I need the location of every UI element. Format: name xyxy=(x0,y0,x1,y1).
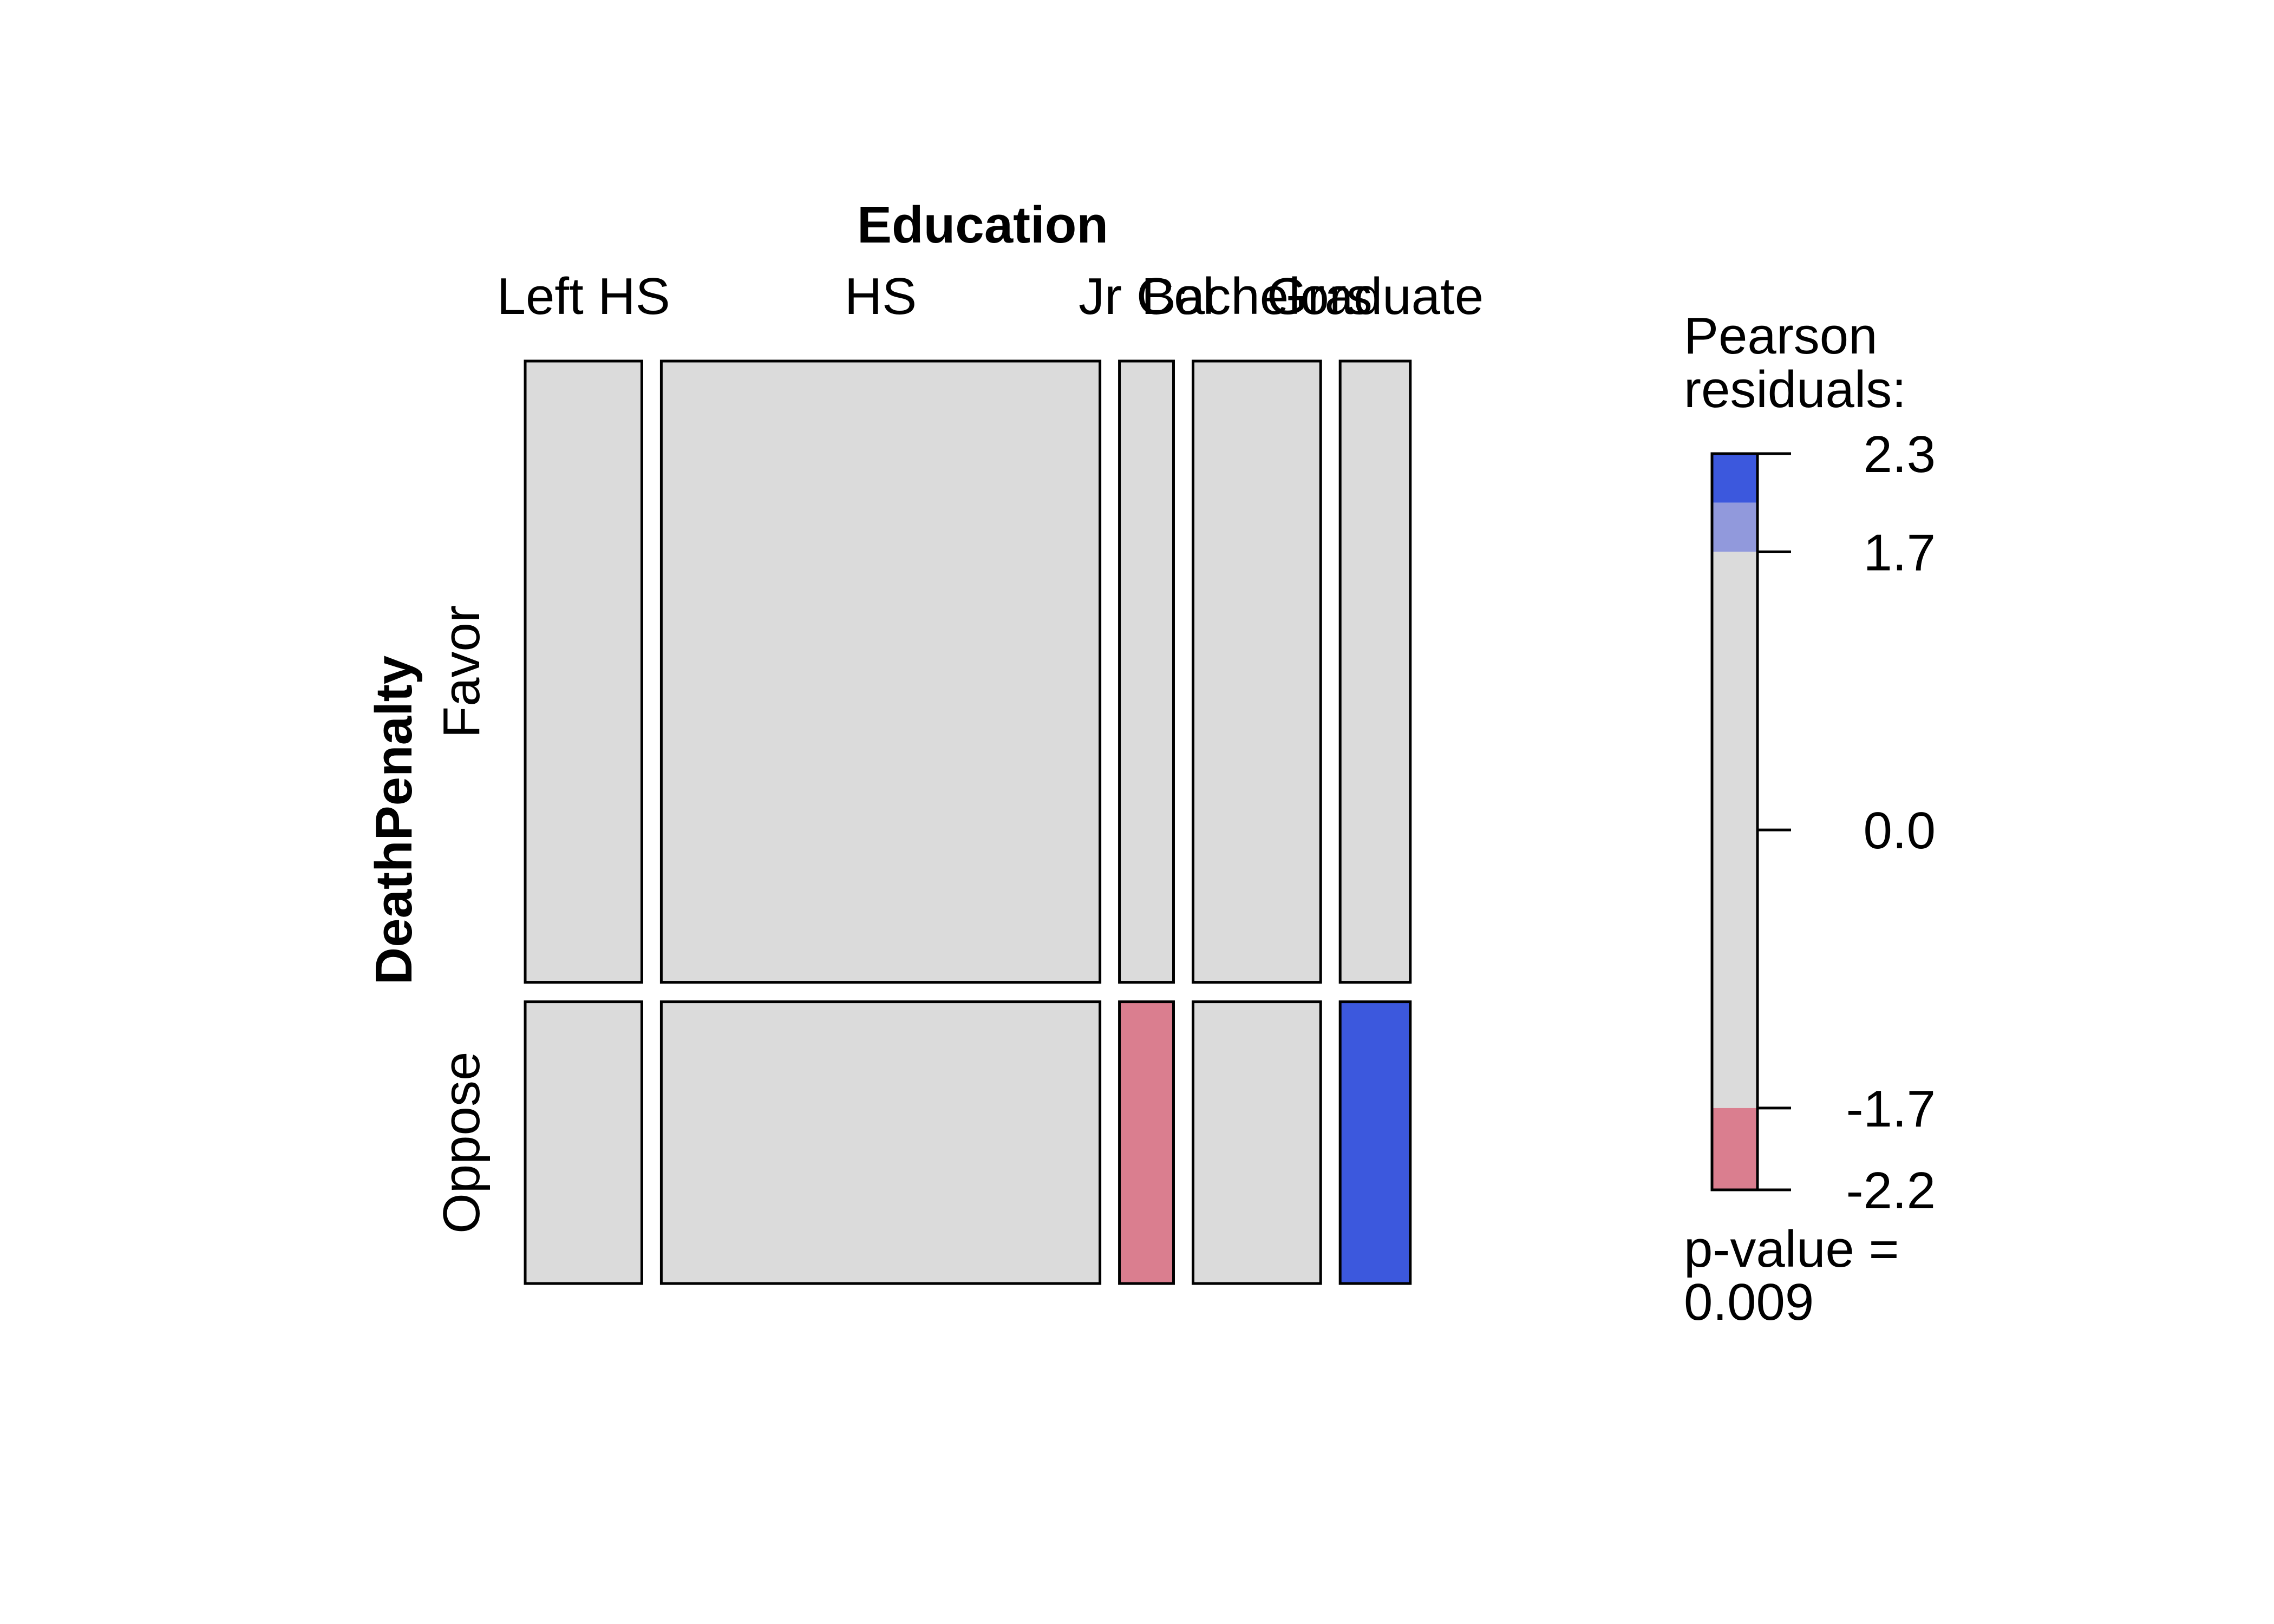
p-value-label: p-value = xyxy=(1684,1220,1899,1278)
legend-band-2 xyxy=(1712,552,1757,1108)
tile-bachelors-favor xyxy=(1191,359,1322,984)
legend-title-line1: Pearson xyxy=(1684,307,1878,365)
legend-tick-label-4: -2.2 xyxy=(1846,1162,1936,1220)
residual-legend: Pearson residuals: 2.3 1.7 0.0 -1.7 -2.2 p-v… xyxy=(1684,307,1936,1331)
tile-graduate-oppose xyxy=(1338,1000,1412,1285)
legend-band-3 xyxy=(1712,1108,1757,1190)
x-label-left-hs: Left HS xyxy=(497,267,670,325)
mosaic-tiles xyxy=(524,359,1412,1285)
legend-tick-label-3: -1.7 xyxy=(1846,1080,1936,1138)
tile-hs-favor xyxy=(659,359,1102,984)
tile-left-hs-oppose xyxy=(524,1000,643,1285)
legend-tick-label-0: 2.3 xyxy=(1864,425,1936,483)
legend-color-bar xyxy=(1710,452,1759,1191)
tile-graduate-favor xyxy=(1338,359,1412,984)
x-label-bachelors: Bachelors xyxy=(1141,267,1373,325)
y-label-favor: Favor xyxy=(433,605,491,738)
tile-bachelors-oppose xyxy=(1191,1000,1322,1285)
y-label-oppose: Oppose xyxy=(433,1052,491,1234)
tile-jr-col-favor xyxy=(1118,359,1175,984)
tile-jr-col-oppose xyxy=(1118,1000,1175,1285)
y-axis-title: DeathPenalty xyxy=(365,656,423,985)
legend-title-line2: residuals: xyxy=(1684,361,1906,418)
legend-tick-label-2: 0.0 xyxy=(1864,802,1936,860)
tile-hs-oppose xyxy=(659,1000,1102,1285)
p-value: 0.009 xyxy=(1684,1273,1814,1331)
x-label-hs: HS xyxy=(845,267,917,325)
y-category-labels: Favor Oppose xyxy=(433,605,491,1234)
x-axis-title: Education xyxy=(857,196,1108,254)
legend-band-0 xyxy=(1712,454,1757,503)
tile-left-hs-favor xyxy=(524,359,643,984)
legend-bar-outline xyxy=(1710,452,1759,1191)
legend-ticks: 2.3 1.7 0.0 -1.7 -2.2 xyxy=(1757,425,1936,1220)
x-label-graduate: Graduate xyxy=(1267,267,1484,325)
x-label-jr-col: Jr Col xyxy=(1079,267,1214,325)
legend-tick-label-1: 1.7 xyxy=(1864,523,1936,581)
legend-band-1 xyxy=(1712,502,1757,552)
